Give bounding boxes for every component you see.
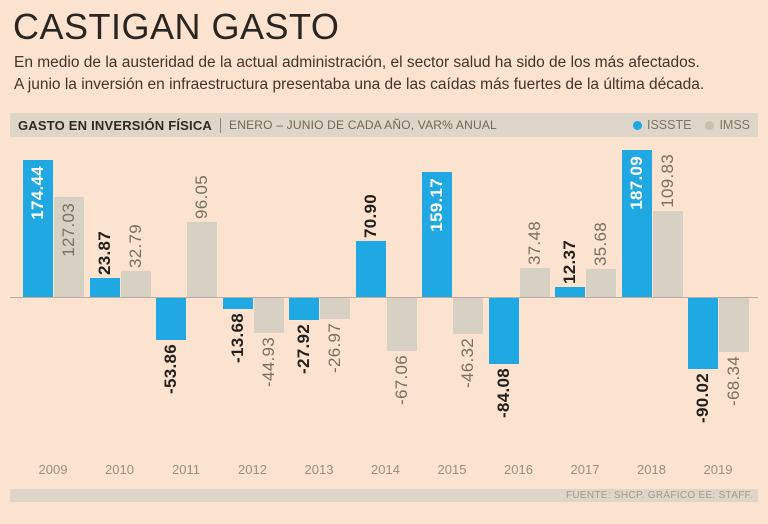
bar-issste-2018 [621,150,652,297]
bar-issste-2013 [289,298,319,320]
bar-label-issste-2011: -53.86 [161,344,180,395]
bar-label-imss-2016: 37.48 [524,220,544,265]
zero-axis-line [10,297,758,298]
bar-issste-2015 [422,172,452,297]
legend-item-imss: IMSS [705,118,750,132]
bar-issste-2012 [222,298,253,309]
grouped-bar-chart: 174.44 127.03 2009 23.87 32.79 2010 -53.86 96.0… [10,136,758,481]
bar-label-imss-2019: -68.34 [724,355,743,406]
year-label-2009: 2009 [38,462,68,477]
bar-label-issste-2010: 23.87 [94,231,114,276]
imss-color-dot-icon [705,120,715,130]
bar-imss-2011 [187,221,217,297]
issste-color-dot-icon [632,120,642,130]
year-label-2014: 2014 [371,462,400,477]
year-label-2012: 2012 [238,462,267,477]
subtitle-line-2: A junio la inversión en infraestructura … [14,76,705,93]
legend-label-issste: ISSSTE [646,118,692,132]
year-label-2016: 2016 [504,462,533,477]
bar-imss-2012 [253,298,284,334]
bar-imss-2018 [652,210,683,297]
bar-label-imss-2015: -46.32 [458,338,477,389]
bar-issste-2017 [555,287,585,297]
bar-imss-2010 [120,271,151,297]
bar-label-issste-2018: 187.09 [626,156,646,210]
source-text: FUENTE: SHCP. GRÁFICO EE: STAFF. [565,490,753,501]
bar-imss-2016 [519,267,550,297]
bar-label-imss-2010: 32.79 [125,224,145,269]
bar-imss-2017 [586,268,616,297]
source-bar: FUENTE: SHCP. GRÁFICO EE: STAFF. [10,489,758,502]
bar-issste-2019 [688,298,718,369]
bar-label-imss-2014: -67.06 [391,354,411,405]
bar-issste-2009 [23,160,53,297]
bar-imss-2009 [54,197,84,297]
subtitle-line-1: En medio de la austeridad de la actual a… [14,54,700,71]
chart-subtitle: ENERO – JUNIO DE CADA AÑO, VAR% ANUAL [229,118,497,132]
year-label-2018: 2018 [637,462,666,477]
bar-imss-2015 [453,298,483,335]
bar-label-imss-2018: 109.83 [657,154,677,208]
year-label-2013: 2013 [304,462,334,477]
legend-item-issste: ISSSTE [632,118,692,132]
year-label-2015: 2015 [437,462,467,477]
year-label-2010: 2010 [105,462,134,477]
bar-imss-2014 [386,298,417,351]
bar-label-imss-2009: 127.03 [59,203,78,258]
bar-imss-2019 [719,298,749,352]
year-label-2019: 2019 [703,462,733,477]
bar-issste-2011 [156,298,186,341]
bar-imss-2013 [320,298,350,320]
chart-header-bar: GASTO EN INVERSIÓN FÍSICA ENERO – JUNIO … [10,113,758,137]
bar-issste-2016 [488,298,519,364]
bar-label-imss-2013: -26.97 [325,323,344,374]
bar-issste-2010 [89,278,120,297]
year-label-2011: 2011 [172,462,200,477]
bar-label-issste-2016: -84.08 [493,368,513,419]
bar-label-issste-2017: 12.37 [560,240,579,285]
bar-issste-2014 [355,241,386,297]
page-title: CASTIGAN GASTO [13,6,340,47]
bar-label-issste-2014: 70.90 [360,194,380,239]
bar-label-imss-2011: 96.05 [192,174,211,219]
bar-label-issste-2015: 159.17 [427,178,446,232]
bar-label-imss-2017: 35.68 [591,221,610,266]
year-label-2017: 2017 [570,462,600,477]
bar-label-issste-2019: -90.02 [693,372,712,423]
bar-label-imss-2012: -44.93 [258,337,278,388]
bar-label-issste-2012: -13.68 [227,312,247,363]
bar-label-issste-2009: 174.44 [28,166,47,220]
bar-label-issste-2013: -27.92 [294,323,313,374]
legend-label-imss: IMSS [719,118,750,132]
chart-title: GASTO EN INVERSIÓN FÍSICA [18,117,213,133]
chart-legend: ISSSTE IMSS [632,118,750,132]
divider [220,117,222,133]
